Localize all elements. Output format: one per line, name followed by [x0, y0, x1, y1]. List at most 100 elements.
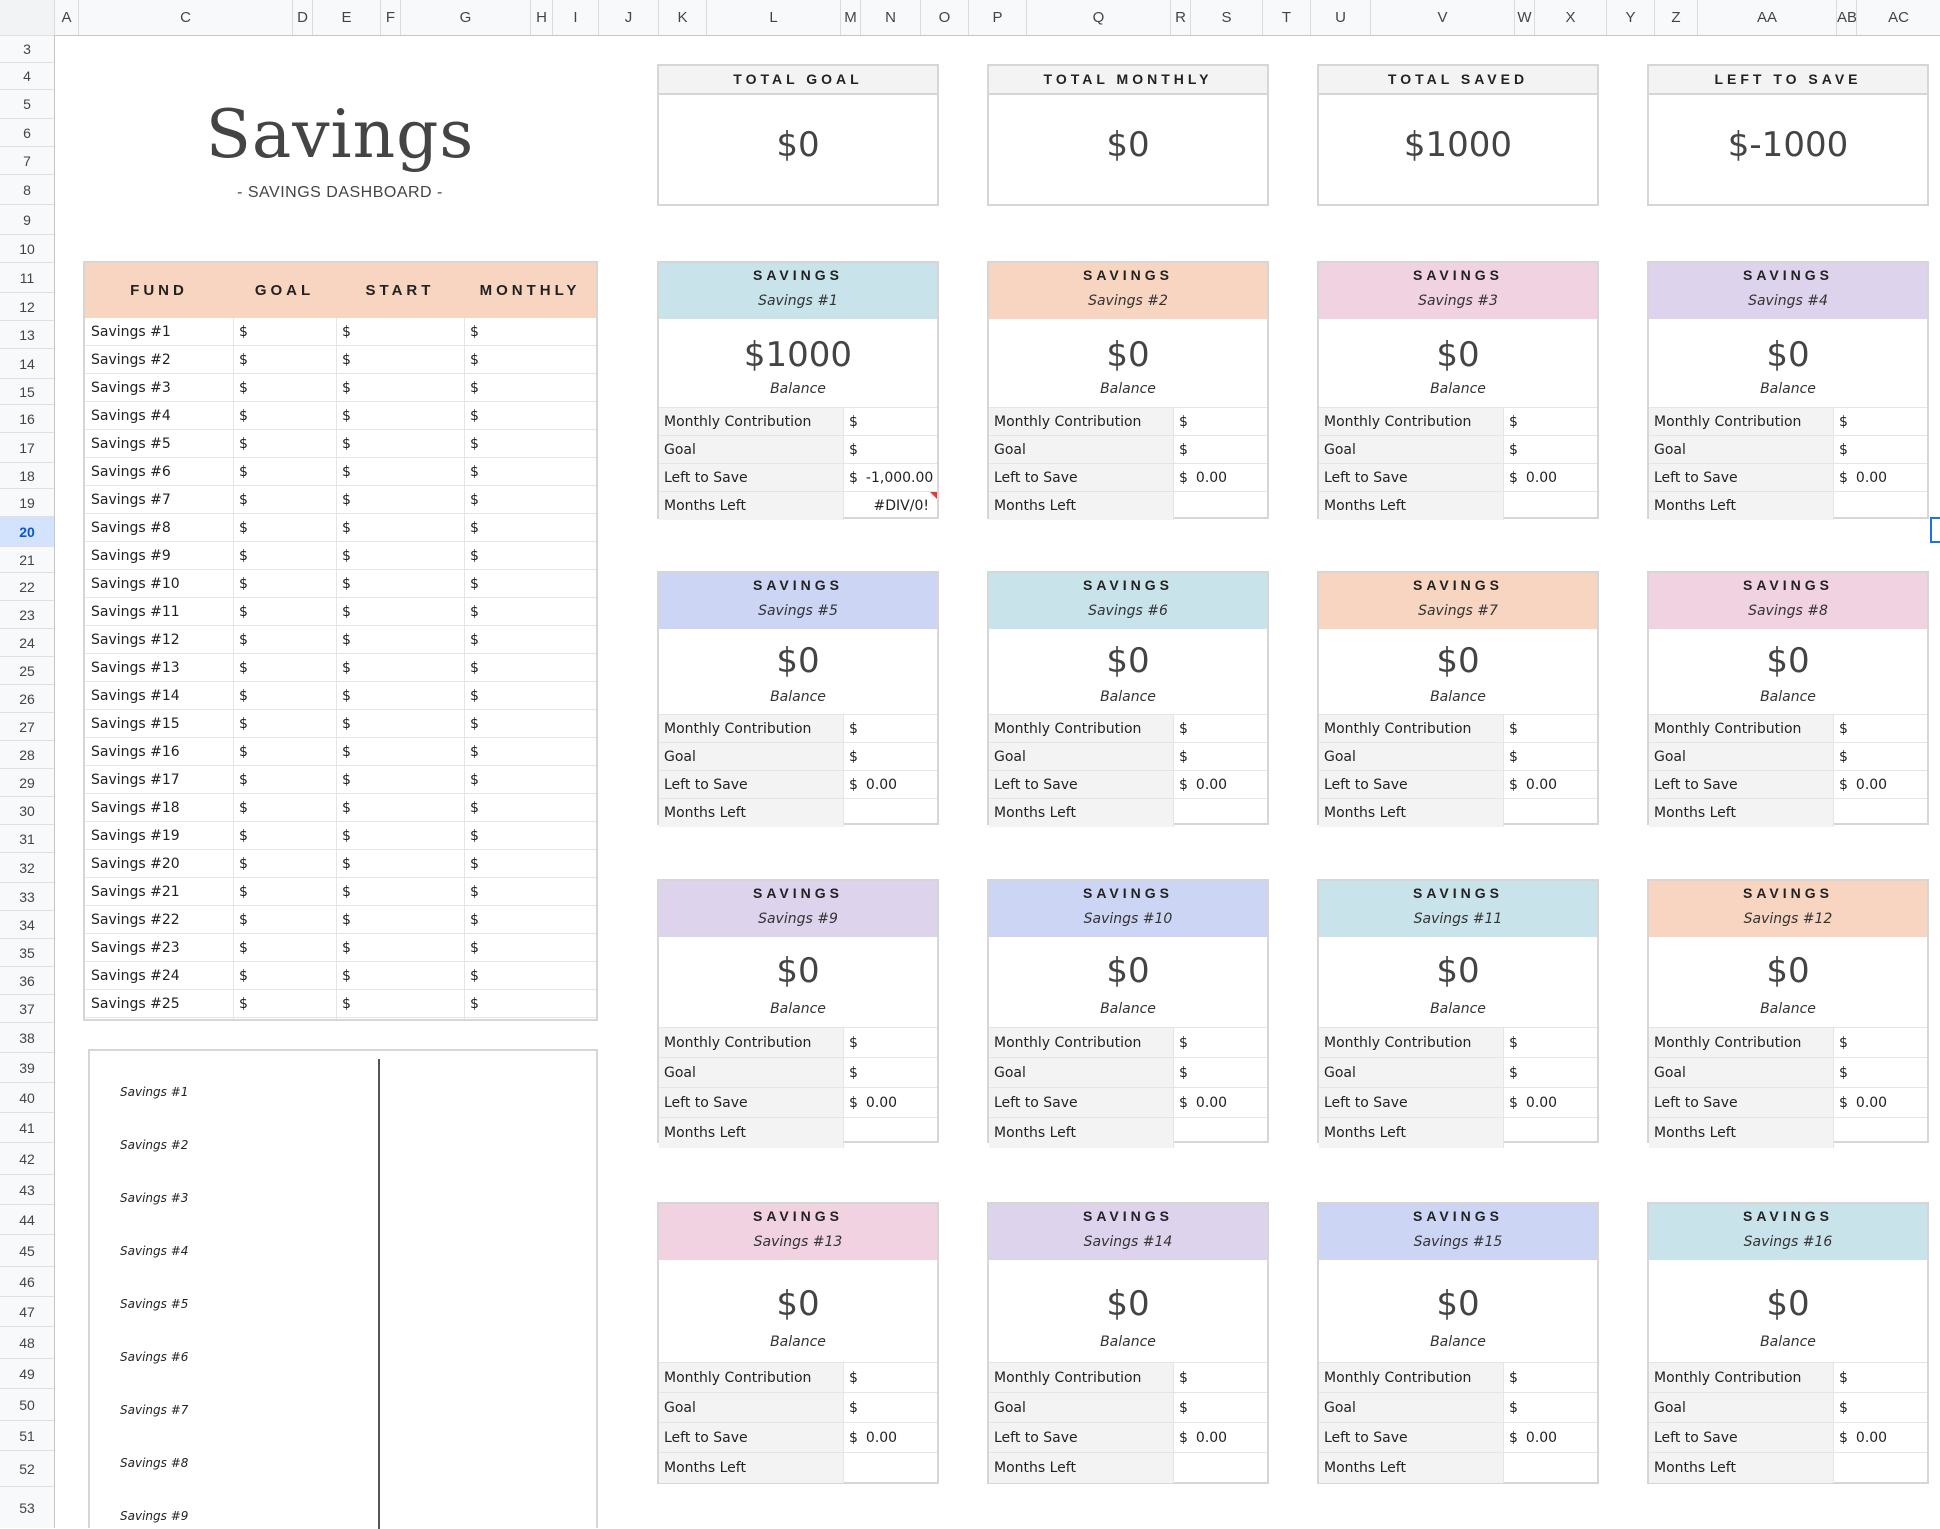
start-cell[interactable]: $	[342, 660, 351, 676]
row-header-cell[interactable]: 15	[0, 378, 54, 404]
row-value-cell[interactable]: $0.00	[1173, 1088, 1267, 1118]
row-value-cell[interactable]: #DIV/0!	[843, 492, 937, 520]
row-header-cell[interactable]: 31	[0, 824, 54, 852]
start-cell[interactable]: $	[342, 380, 351, 396]
start-cell[interactable]: $	[342, 324, 351, 340]
column-header-cell[interactable]: T	[1262, 0, 1310, 35]
row-value-cell[interactable]: $	[1173, 1028, 1267, 1058]
row-value-cell[interactable]	[1173, 1453, 1267, 1483]
goal-cell[interactable]: $	[239, 828, 248, 844]
column-header-cell[interactable]: D	[292, 0, 312, 35]
goal-cell[interactable]: $	[239, 464, 248, 480]
row-value-cell[interactable]: $	[843, 743, 937, 771]
row-header-cell[interactable]: 30	[0, 796, 54, 824]
row-header-cell[interactable]: 7	[0, 146, 54, 174]
fund-name-cell[interactable]: Savings #11	[91, 604, 180, 620]
row-header-cell[interactable]: 17	[0, 432, 54, 462]
row-value-cell[interactable]	[1173, 799, 1267, 827]
goal-cell[interactable]: $	[239, 688, 248, 704]
goal-cell[interactable]: $	[239, 324, 248, 340]
goal-cell[interactable]: $	[239, 520, 248, 536]
row-header-cell[interactable]: 14	[0, 348, 54, 378]
row-value-cell[interactable]: $	[1503, 743, 1597, 771]
column-header-cell[interactable]: N	[860, 0, 920, 35]
goal-cell[interactable]: $	[239, 716, 248, 732]
column-header-cell[interactable]: K	[658, 0, 706, 35]
row-value-cell[interactable]: $	[1173, 436, 1267, 464]
fund-name-cell[interactable]: Savings #21	[91, 884, 180, 900]
monthly-cell[interactable]: $	[470, 968, 479, 984]
start-cell[interactable]: $	[342, 688, 351, 704]
start-cell[interactable]: $	[342, 408, 351, 424]
row-header-cell[interactable]: 27	[0, 712, 54, 740]
goal-cell[interactable]: $	[239, 632, 248, 648]
fund-name-cell[interactable]: Savings #5	[91, 436, 171, 452]
fund-name-cell[interactable]: Savings #14	[91, 688, 180, 704]
select-all-corner[interactable]	[0, 0, 55, 35]
row-value-cell[interactable]	[1833, 1453, 1927, 1483]
row-value-cell[interactable]: $	[1833, 1028, 1927, 1058]
goal-cell[interactable]: $	[239, 772, 248, 788]
row-header-cell[interactable]: 45	[0, 1234, 54, 1266]
column-header-cell[interactable]: Q	[1026, 0, 1170, 35]
row-header-cell[interactable]: 18	[0, 462, 54, 488]
row-value-cell[interactable]: $	[1503, 1028, 1597, 1058]
row-value-cell[interactable]: $	[1833, 1058, 1927, 1088]
row-value-cell[interactable]: $	[843, 408, 937, 436]
column-header-cell[interactable]: R	[1170, 0, 1190, 35]
start-cell[interactable]: $	[342, 828, 351, 844]
goal-cell[interactable]: $	[239, 968, 248, 984]
row-header-cell[interactable]: 23	[0, 600, 54, 628]
goal-cell[interactable]: $	[239, 744, 248, 760]
column-header-cell[interactable]: AA	[1697, 0, 1836, 35]
column-header-cell[interactable]: Z	[1654, 0, 1697, 35]
monthly-cell[interactable]: $	[470, 800, 479, 816]
row-value-cell[interactable]: $	[843, 1028, 937, 1058]
row-value-cell[interactable]: $	[1833, 715, 1927, 743]
fund-name-cell[interactable]: Savings #24	[91, 968, 180, 984]
monthly-cell[interactable]: $	[470, 464, 479, 480]
row-value-cell[interactable]: $	[1833, 1393, 1927, 1423]
row-header-cell[interactable]: 25	[0, 656, 54, 684]
row-value-cell[interactable]: $0.00	[1173, 1423, 1267, 1453]
row-header-cell[interactable]: 46	[0, 1266, 54, 1296]
column-header-cell[interactable]: H	[530, 0, 552, 35]
row-header-cell[interactable]: 10	[0, 234, 54, 262]
row-value-cell[interactable]: $0.00	[843, 1423, 937, 1453]
goal-cell[interactable]: $	[239, 996, 248, 1012]
row-value-cell[interactable]: $	[1173, 1058, 1267, 1088]
row-header-cell[interactable]: 44	[0, 1204, 54, 1234]
row-value-cell[interactable]: $	[1503, 408, 1597, 436]
row-header-cell[interactable]: 21	[0, 546, 54, 572]
fund-name-cell[interactable]: Savings #17	[91, 772, 180, 788]
row-value-cell[interactable]: $	[843, 1058, 937, 1088]
fund-name-cell[interactable]: Savings #15	[91, 716, 180, 732]
goal-cell[interactable]: $	[239, 940, 248, 956]
row-header-cell[interactable]: 19	[0, 488, 54, 516]
row-value-cell[interactable]	[1503, 799, 1597, 827]
start-cell[interactable]: $	[342, 716, 351, 732]
monthly-cell[interactable]: $	[470, 828, 479, 844]
row-value-cell[interactable]	[1833, 1118, 1927, 1148]
fund-name-cell[interactable]: Savings #9	[91, 548, 171, 564]
goal-cell[interactable]: $	[239, 604, 248, 620]
goal-cell[interactable]: $	[239, 576, 248, 592]
monthly-cell[interactable]: $	[470, 436, 479, 452]
row-value-cell[interactable]: $0.00	[1173, 464, 1267, 492]
row-header-cell[interactable]: 47	[0, 1296, 54, 1326]
start-cell[interactable]: $	[342, 576, 351, 592]
row-value-cell[interactable]	[843, 1453, 937, 1483]
fund-name-cell[interactable]: Savings #3	[91, 380, 171, 396]
row-value-cell[interactable]: $0.00	[1503, 464, 1597, 492]
row-header-cell[interactable]: 9	[0, 204, 54, 234]
monthly-cell[interactable]: $	[470, 632, 479, 648]
row-value-cell[interactable]: $	[1173, 408, 1267, 436]
goal-cell[interactable]: $	[239, 380, 248, 396]
row-header-cell[interactable]: 37	[0, 994, 54, 1022]
row-value-cell[interactable]	[843, 799, 937, 827]
monthly-cell[interactable]: $	[470, 940, 479, 956]
goal-cell[interactable]: $	[239, 352, 248, 368]
fund-name-cell[interactable]: Savings #22	[91, 912, 180, 928]
row-header-cell[interactable]: 22	[0, 572, 54, 600]
column-header-cell[interactable]: W	[1514, 0, 1534, 35]
